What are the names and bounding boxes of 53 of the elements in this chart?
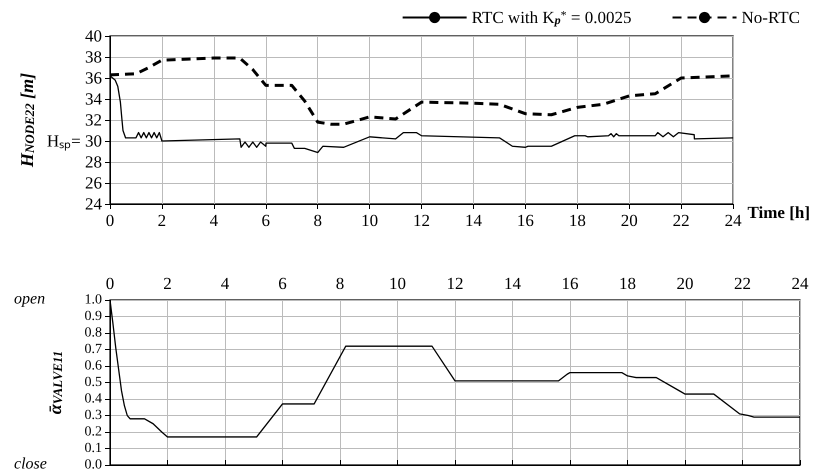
x-tick-label: 24 [792,274,809,293]
text: open [14,290,46,308]
legend-label: No-RTC [742,8,800,27]
x-tick-label: 2 [158,211,166,230]
x-tick-label: 16 [516,211,534,230]
x-axis-title: Time [h] [748,203,810,222]
y-tick-label: 26 [85,174,102,192]
x-tick-label: 14 [504,274,522,293]
text: close [14,456,47,472]
x-tick-label: 8 [313,211,322,230]
y-tick-label: 0.6 [84,358,102,374]
y-axis-title: ᾱVALVE11 [45,350,65,414]
x-tick-label: 12 [413,211,430,230]
x-tick-label: 8 [336,274,344,293]
y-axis-title: HNODE22 [m] [16,72,37,168]
y-tick-label: 40 [85,26,102,46]
y-tick-label: 0.3 [84,408,102,423]
y-tick-label: 32 [85,110,102,130]
y-tick-label: Hₛₚ= 30 [46,132,102,152]
x-tick-label: 2 [163,274,172,293]
y-tick-label: 36 [85,68,102,88]
x-tick-label: 6 [262,211,270,230]
x-tick-label: 12 [446,274,464,293]
y-tick-label: 38 [85,48,102,66]
y-tick-label: 0.1 [84,441,102,456]
x-tick-label: 20 [620,211,638,230]
x-tick-label: 22 [672,211,690,230]
y-tick-label: 34 [85,90,102,108]
x-tick-label: 6 [278,274,287,293]
x-tick-label: 16 [562,274,578,293]
x-tick-label: 10 [361,211,378,230]
y-tick-label: 0.2 [84,424,102,440]
x-tick-label: 0 [106,274,114,293]
y-tick-label: 1.0 [84,292,102,308]
y-tick-label: 0.5 [84,375,102,390]
y-tick-label: 0.8 [84,326,102,340]
y-tick-label: 0.9 [84,309,102,324]
x-tick-label: 24 [724,211,742,230]
y-tick-label: 28 [85,152,102,172]
y-tick-label: 0.4 [84,392,102,406]
x-tick-label: 20 [676,274,694,293]
x-tick-label: 18 [619,274,636,293]
x-tick-label: 22 [734,274,751,293]
y-tick-label: 24 [85,194,102,214]
y-tick-label: 0.0 [84,458,102,472]
y-tick-label: 0.7 [84,342,102,357]
x-tick-label: 4 [220,274,230,293]
x-tick-label: 10 [389,274,406,293]
x-tick-label: 0 [106,211,114,230]
legend-label: RTC with Kp* = 0.0025 [472,8,632,27]
x-tick-label: 18 [568,211,586,230]
x-tick-label: 4 [210,211,219,230]
x-tick-label: 14 [464,211,482,230]
